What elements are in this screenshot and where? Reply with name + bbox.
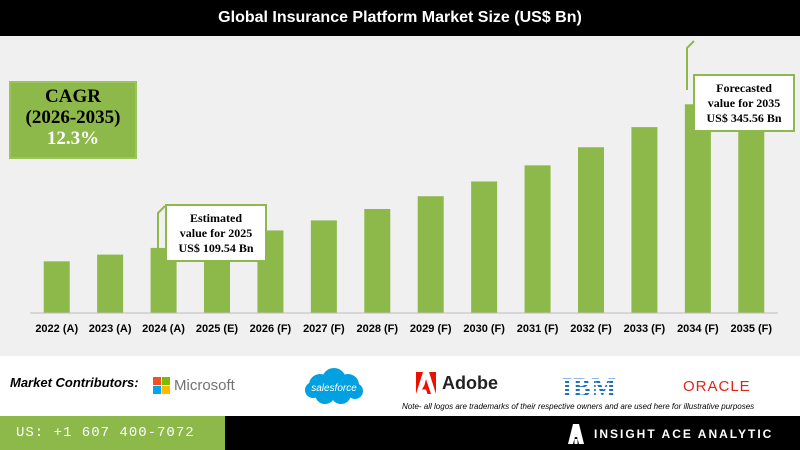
x-tick-label-10: 2032 (F) bbox=[570, 323, 612, 335]
callout-2035-connector bbox=[686, 40, 695, 90]
callout-2035-line2: value for 2035 bbox=[707, 95, 781, 110]
bar-9 bbox=[524, 165, 551, 313]
brand-logo-icon bbox=[568, 424, 584, 444]
bar-5 bbox=[310, 220, 337, 313]
callout-2025-line2: value for 2025 bbox=[179, 225, 253, 240]
callout-2035-line1: Forecasted bbox=[716, 80, 772, 95]
x-tick-label-3: 2025 (E) bbox=[196, 323, 239, 335]
microsoft-text: Microsoft bbox=[174, 377, 235, 394]
x-tick-label-6: 2028 (F) bbox=[356, 323, 398, 335]
phone-number[interactable]: US: +1 607 400-7072 bbox=[16, 425, 195, 441]
callout-2025-line3: US$ 109.54 Bn bbox=[178, 240, 254, 255]
x-tick-label-7: 2029 (F) bbox=[410, 323, 452, 335]
callout-2035-line3: US$ 345.56 Bn bbox=[706, 110, 782, 125]
x-tick-label-0: 2022 (A) bbox=[35, 323, 78, 335]
bar-8 bbox=[471, 181, 498, 313]
phone-box: US: +1 607 400-7072 bbox=[0, 416, 225, 450]
x-tick-labels: 2022 (A) 2023 (A) 2024 (A) 2025 (E) 2026 (F)… bbox=[35, 323, 772, 335]
cagr-value: 12.3% bbox=[46, 127, 100, 149]
salesforce-logo: salesforce bbox=[303, 366, 365, 408]
footer: US: +1 607 400-7072 INSIGHT ACE ANALYTIC bbox=[0, 416, 800, 450]
oracle-logo: ORACLE bbox=[683, 378, 751, 395]
title-bar: Global Insurance Platform Market Size (U… bbox=[0, 0, 800, 36]
chart-panel: 2022 (A) 2023 (A) 2024 (A) 2025 (E) 2026 (F)… bbox=[0, 36, 800, 356]
adobe-logo: Adobe bbox=[416, 372, 498, 394]
cagr-box: CAGR (2026-2035) 12.3% bbox=[9, 81, 137, 159]
adobe-text: Adobe bbox=[442, 372, 498, 393]
x-tick-label-8: 2030 (F) bbox=[463, 323, 505, 335]
bar-12 bbox=[684, 104, 711, 313]
bar-10 bbox=[578, 147, 604, 313]
x-tick-label-5: 2027 (F) bbox=[303, 323, 345, 335]
market-contributors: Market Contributors: Microsoft salesforc… bbox=[0, 358, 800, 416]
trademark-note: Note- all logos are trademarks of their … bbox=[402, 402, 755, 411]
cagr-period: (2026-2035) bbox=[25, 106, 121, 128]
bar-11 bbox=[631, 127, 658, 313]
x-tick-label-2: 2024 (A) bbox=[142, 323, 185, 335]
bars-layer bbox=[43, 81, 765, 313]
ibm-text: IBM bbox=[562, 373, 617, 402]
salesforce-cloud-icon: salesforce bbox=[305, 368, 363, 404]
x-tick-label-4: 2026 (F) bbox=[250, 323, 292, 335]
callout-2025-line1: Estimated bbox=[190, 210, 242, 225]
cagr-label: CAGR bbox=[45, 86, 101, 107]
bar-0 bbox=[43, 261, 70, 313]
callout-forecasted-2035: Forecasted value for 2035 US$ 345.56 Bn bbox=[693, 74, 795, 132]
microsoft-windows-icon bbox=[153, 377, 170, 394]
callout-estimated-2025: Estimated value for 2025 US$ 109.54 Bn bbox=[165, 204, 267, 262]
salesforce-text: salesforce bbox=[311, 383, 357, 394]
microsoft-logo: Microsoft bbox=[153, 377, 235, 394]
chart-title: Global Insurance Platform Market Size (U… bbox=[218, 9, 582, 26]
ibm-logo: IBM bbox=[562, 373, 617, 403]
bar-7 bbox=[417, 196, 444, 313]
adobe-icon bbox=[416, 372, 436, 394]
bar-6 bbox=[364, 208, 391, 313]
x-tick-label-1: 2023 (A) bbox=[89, 323, 132, 335]
x-tick-label-13: 2035 (F) bbox=[730, 323, 772, 335]
x-tick-label-9: 2031 (F) bbox=[517, 323, 559, 335]
brand-name: INSIGHT ACE ANALYTIC bbox=[594, 427, 774, 441]
callout-2025-connector bbox=[157, 205, 166, 258]
x-tick-label-11: 2033 (F) bbox=[624, 323, 666, 335]
oracle-text: ORACLE bbox=[683, 378, 751, 395]
contributors-label: Market Contributors: bbox=[10, 375, 139, 390]
brand: INSIGHT ACE ANALYTIC bbox=[568, 424, 773, 444]
bar-1 bbox=[97, 254, 124, 313]
x-tick-label-12: 2034 (F) bbox=[677, 323, 719, 335]
